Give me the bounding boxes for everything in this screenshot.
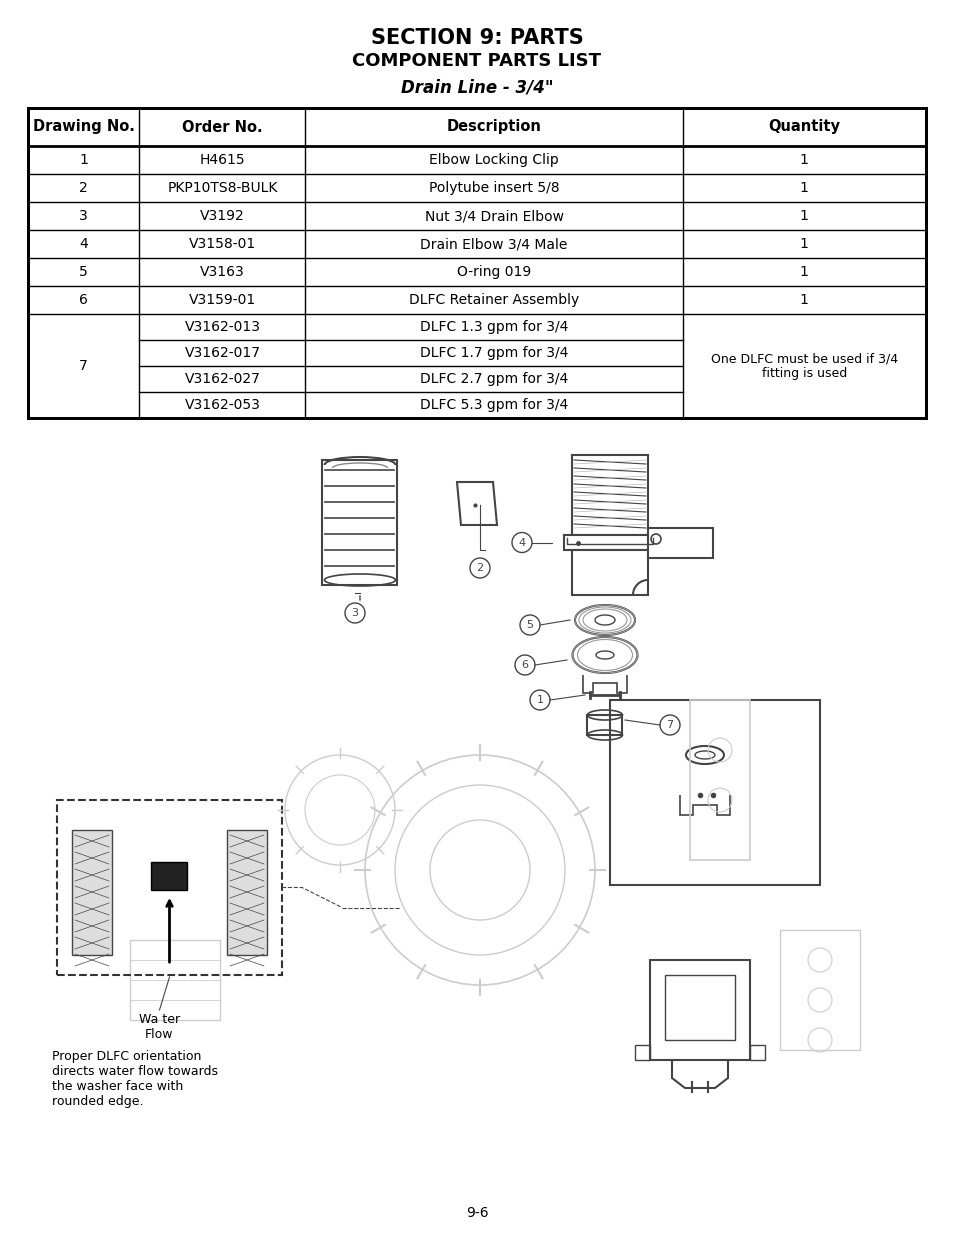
Text: 1: 1 [799, 237, 808, 251]
Text: 2: 2 [476, 563, 483, 573]
Text: Proper DLFC orientation
directs water flow towards
the washer face with
rounded : Proper DLFC orientation directs water fl… [52, 1050, 218, 1108]
Text: Quantity: Quantity [767, 120, 840, 135]
Text: 1: 1 [536, 695, 543, 705]
Bar [587, 715, 622, 735]
Polygon shape [227, 830, 267, 955]
Text: One DLFC must be used if 3/4
fitting is used: One DLFC must be used if 3/4 fitting is … [710, 352, 897, 380]
Text: 6: 6 [79, 293, 88, 308]
Text: 1: 1 [799, 209, 808, 224]
Bar [664, 974, 734, 1040]
Text: 1: 1 [79, 153, 88, 167]
Bar [649, 960, 749, 1060]
Text: 5: 5 [526, 620, 533, 630]
Text: V3162-053: V3162-053 [184, 398, 260, 412]
Text: 4: 4 [79, 237, 88, 251]
Text: 1: 1 [799, 266, 808, 279]
Text: 7: 7 [79, 359, 88, 373]
Text: V3158-01: V3158-01 [189, 237, 255, 251]
Text: 6: 6 [521, 659, 528, 671]
Text: 1: 1 [799, 293, 808, 308]
Text: V3162-027: V3162-027 [184, 372, 260, 387]
Text: DLFC 1.7 gpm for 3/4: DLFC 1.7 gpm for 3/4 [419, 346, 568, 359]
Bar [572, 454, 647, 535]
Text: 3: 3 [351, 608, 358, 618]
Text: PKP10TS8-BULK: PKP10TS8-BULK [167, 182, 277, 195]
Bar [152, 862, 188, 890]
Text: 3: 3 [79, 209, 88, 224]
Bar [563, 535, 656, 550]
Text: Nut 3/4 Drain Elbow: Nut 3/4 Drain Elbow [424, 209, 563, 224]
Text: Elbow Locking Clip: Elbow Locking Clip [429, 153, 558, 167]
Bar [322, 459, 397, 585]
Text: Wa ter
Flow: Wa ter Flow [139, 1013, 180, 1041]
Bar [689, 700, 749, 860]
Text: Description: Description [446, 120, 541, 135]
Text: 9-6: 9-6 [465, 1207, 488, 1220]
Text: V3192: V3192 [200, 209, 245, 224]
Text: H4615: H4615 [199, 153, 245, 167]
Bar [609, 700, 820, 885]
Text: 1: 1 [799, 182, 808, 195]
Bar [572, 550, 647, 595]
Text: Drain Line - 3/4": Drain Line - 3/4" [400, 78, 553, 96]
Bar [130, 940, 220, 1020]
Text: SECTION 9: PARTS: SECTION 9: PARTS [370, 28, 583, 48]
Text: O-ring 019: O-ring 019 [456, 266, 531, 279]
Text: DLFC 5.3 gpm for 3/4: DLFC 5.3 gpm for 3/4 [419, 398, 568, 412]
Polygon shape [456, 482, 497, 525]
Text: 1: 1 [799, 153, 808, 167]
Text: 5: 5 [79, 266, 88, 279]
Text: V3162-013: V3162-013 [184, 320, 260, 333]
Text: 7: 7 [666, 720, 673, 730]
Text: V3159-01: V3159-01 [189, 293, 255, 308]
Text: Drain Elbow 3/4 Male: Drain Elbow 3/4 Male [420, 237, 567, 251]
Text: Order No.: Order No. [182, 120, 262, 135]
Polygon shape [71, 830, 112, 955]
Text: 2: 2 [79, 182, 88, 195]
Text: V3163: V3163 [200, 266, 245, 279]
Text: Drawing No.: Drawing No. [32, 120, 134, 135]
Bar [57, 800, 282, 974]
Bar [780, 930, 859, 1050]
Text: DLFC 1.3 gpm for 3/4: DLFC 1.3 gpm for 3/4 [419, 320, 568, 333]
Text: DLFC 2.7 gpm for 3/4: DLFC 2.7 gpm for 3/4 [419, 372, 568, 387]
Text: COMPONENT PARTS LIST: COMPONENT PARTS LIST [352, 52, 601, 70]
Text: Polytube insert 5/8: Polytube insert 5/8 [428, 182, 558, 195]
Text: DLFC Retainer Assembly: DLFC Retainer Assembly [409, 293, 578, 308]
Text: V3162-017: V3162-017 [184, 346, 260, 359]
Bar [647, 527, 712, 557]
Text: 4: 4 [517, 537, 525, 547]
